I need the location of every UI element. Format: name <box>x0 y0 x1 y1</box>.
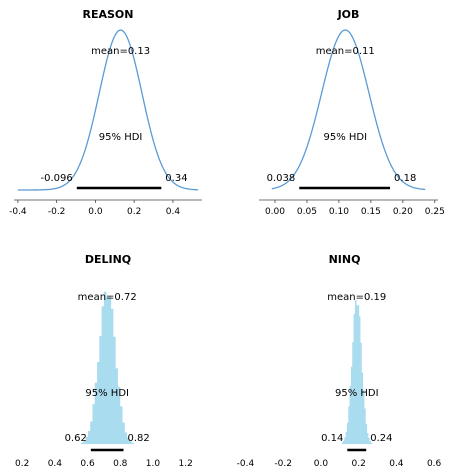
histogram-bar <box>370 442 373 444</box>
x-tick-label: -0.2 <box>48 207 66 217</box>
hdi-label: 95% HDI <box>324 132 368 143</box>
histogram-bar <box>358 316 361 444</box>
histogram-bar <box>344 437 346 444</box>
histogram-bar <box>106 297 109 444</box>
x-tick-label: -0.4 <box>237 459 255 469</box>
histogram-bar <box>124 432 128 444</box>
histogram-bar <box>357 305 360 444</box>
x-tick-label: 0.10 <box>329 207 349 217</box>
histogram-bar <box>87 430 91 444</box>
histogram-bar <box>366 433 369 444</box>
histogram-bar <box>349 386 352 444</box>
histogram-bar <box>81 442 84 444</box>
histogram-bar <box>356 305 358 444</box>
histogram-bar <box>369 441 372 444</box>
subplot-title: DELINQ <box>85 253 131 266</box>
hdi-label: 95% HDI <box>335 388 379 399</box>
x-tick-label: 0.4 <box>389 459 404 469</box>
histogram-bar <box>129 441 132 444</box>
x-tick-label: 1.0 <box>146 459 161 469</box>
histogram-bar <box>352 342 354 444</box>
subplot-ninq: NINQ mean=0.19 95% HDI 0.14 0.24 -0.4 -0.2 0.0 0… <box>237 253 442 469</box>
hdi-low-label: 0.14 <box>321 433 343 444</box>
histogram-bar <box>103 291 107 444</box>
histogram-bar <box>364 408 366 444</box>
histogram-bar <box>345 431 348 444</box>
subplot-title: JOB <box>337 8 360 21</box>
x-tick-label: -0.4 <box>9 207 27 217</box>
hdi-low-label: -0.096 <box>41 173 73 184</box>
x-tick-label: 0.2 <box>351 459 365 469</box>
hdi-high-label: 0.34 <box>165 173 187 184</box>
histogram-bar <box>92 404 96 444</box>
histogram-bar <box>119 406 123 444</box>
histogram-bar <box>342 440 345 444</box>
histogram-bar <box>101 306 105 444</box>
histogram-bar <box>90 421 93 444</box>
mean-label: mean=0.19 <box>327 292 386 303</box>
subplot-title: NINQ <box>329 253 361 266</box>
histogram-bar <box>360 342 362 444</box>
histogram-bar <box>361 372 364 444</box>
x-tick-label: 0.6 <box>427 459 442 469</box>
subplot-title: REASON <box>83 8 134 21</box>
x-tick-label: 0.0 <box>88 207 103 217</box>
hdi-high-label: 0.18 <box>394 173 416 184</box>
x-tick-label: 0.00 <box>265 207 285 217</box>
x-tick-label: 0.25 <box>425 207 445 217</box>
histogram-bar <box>110 308 114 444</box>
histogram-bar <box>97 362 100 444</box>
x-tick-label: -0.2 <box>274 459 292 469</box>
mean-label: mean=0.11 <box>316 46 375 57</box>
subplot-reason: REASON mean=0.13 95% HDI -0.096 0.34 -0.4 -0.2… <box>9 8 202 217</box>
histogram-bar <box>341 442 344 444</box>
density-curve <box>17 29 199 191</box>
histogram-bar <box>83 440 86 444</box>
histogram-bar <box>353 313 356 444</box>
histogram-bar <box>94 382 98 444</box>
density-curve <box>271 29 426 191</box>
hdi-label: 95% HDI <box>99 132 143 143</box>
histogram-bar <box>354 300 357 444</box>
histogram-bar <box>368 438 370 444</box>
x-tick-label: 0.8 <box>113 459 128 469</box>
histogram-bar <box>113 336 116 444</box>
histogram-bar <box>131 442 134 444</box>
histogram-bar <box>346 422 349 444</box>
histogram-bar <box>108 296 112 444</box>
x-tick-label: 0.4 <box>166 207 181 217</box>
hdi-high-label: 0.24 <box>370 433 392 444</box>
mean-label: mean=0.72 <box>78 292 137 303</box>
histogram-bar <box>85 436 89 444</box>
histogram-bar <box>115 368 118 444</box>
histogram-bar <box>99 336 102 444</box>
x-tick-label: 0.6 <box>80 459 95 469</box>
hdi-high-label: 0.82 <box>128 433 150 444</box>
x-tick-label: 0.2 <box>15 459 29 469</box>
subplot-delinq: DELINQ mean=0.72 95% HDI 0.62 0.82 0.2 0.4 0.6 0… <box>15 253 193 469</box>
mean-label: mean=0.13 <box>91 46 150 57</box>
x-tick-label: 0.4 <box>48 459 63 469</box>
subplot-job: JOB mean=0.11 95% HDI 0.038 0.18 0.00 0.05 0.10… <box>259 8 445 217</box>
x-tick-label: 0.0 <box>314 459 329 469</box>
histogram-bar <box>122 422 125 444</box>
histogram-bar <box>126 437 130 444</box>
x-tick-label: 0.05 <box>297 207 317 217</box>
hdi-low-label: 0.62 <box>65 433 87 444</box>
x-tick-label: 1.2 <box>178 459 192 469</box>
histogram-bar <box>348 406 350 444</box>
histogram-bar <box>365 423 368 444</box>
hdi-label: 95% HDI <box>85 388 129 399</box>
hdi-low-label: 0.038 <box>267 173 296 184</box>
x-tick-label: 0.15 <box>361 207 381 217</box>
x-tick-label: 0.20 <box>393 207 413 217</box>
histogram-bar <box>117 386 121 444</box>
histogram-bar <box>350 366 353 444</box>
x-tick-label: 0.2 <box>127 207 141 217</box>
histogram-bar <box>362 390 365 444</box>
